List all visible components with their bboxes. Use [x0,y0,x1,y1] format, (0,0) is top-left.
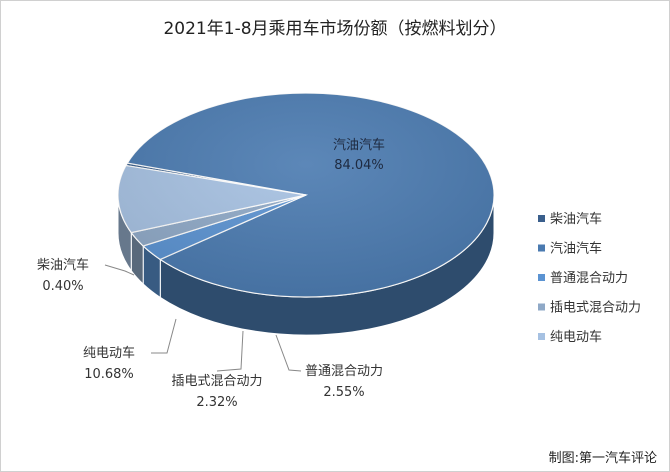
source-credit: 制图:第一汽车评论 [549,450,657,466]
chart-title: 2021年1-8月乘用车市场份额（按燃料划分） [163,19,506,39]
slice-name-1: 柴油汽车 [37,257,89,273]
legend-label-5: 纯电动车 [550,329,602,345]
slice-name-4: 插电式混合动力 [171,374,262,389]
legend-swatch-2 [538,244,545,252]
slice-labels: 柴油汽车 0.40% 汽油汽车 84.04% 普通混合动力 2.55% 插电式混合动力 2.3… [37,137,385,410]
slice-value-3: 2.55% [323,385,364,400]
legend-swatch-1 [538,215,545,222]
legend-label-2: 汽油汽车 [550,241,602,257]
legend-label-1: 柴油汽车 [550,211,602,227]
legend-swatch-4 [538,303,545,311]
leader-line-3 [275,334,302,372]
leader-line-1 [104,264,135,276]
legend-item-5: 纯电动车 [538,329,602,345]
legend-item-1: 柴油汽车 [538,211,602,227]
slice-value-1: 0.40% [42,279,83,294]
slice-name-2: 汽油汽车 [333,137,385,153]
legend-swatch-5 [538,333,545,340]
legend-item-2: 汽油汽车 [538,241,602,257]
slice-name-5: 纯电动车 [83,345,135,361]
slice-value-4: 2.32% [196,395,237,410]
legend-label-4: 插电式混合动力 [550,301,641,316]
legend-item-4: 插电式混合动力 [538,301,641,316]
legend-swatch-3 [538,274,545,281]
slice-value-5: 10.68% [84,367,134,382]
slice-label-1: 柴油汽车 0.40% [37,257,135,294]
pie-body [117,92,495,336]
leader-line-4 [216,330,244,372]
pie-top [117,92,495,298]
slice-label-2: 汽油汽车 84.04% [333,137,385,173]
legend-item-3: 普通混合动力 [538,271,628,286]
slice-value-2: 84.04% [334,158,384,173]
slice-label-4: 插电式混合动力 2.32% [171,330,263,410]
slice-label-5: 纯电动车 10.68% [83,318,177,382]
slice-label-3: 普通混合动力 2.55% [275,334,383,400]
legend-label-3: 普通混合动力 [550,271,628,286]
leader-line-5 [151,318,177,354]
slice-name-3: 普通混合动力 [305,364,383,379]
